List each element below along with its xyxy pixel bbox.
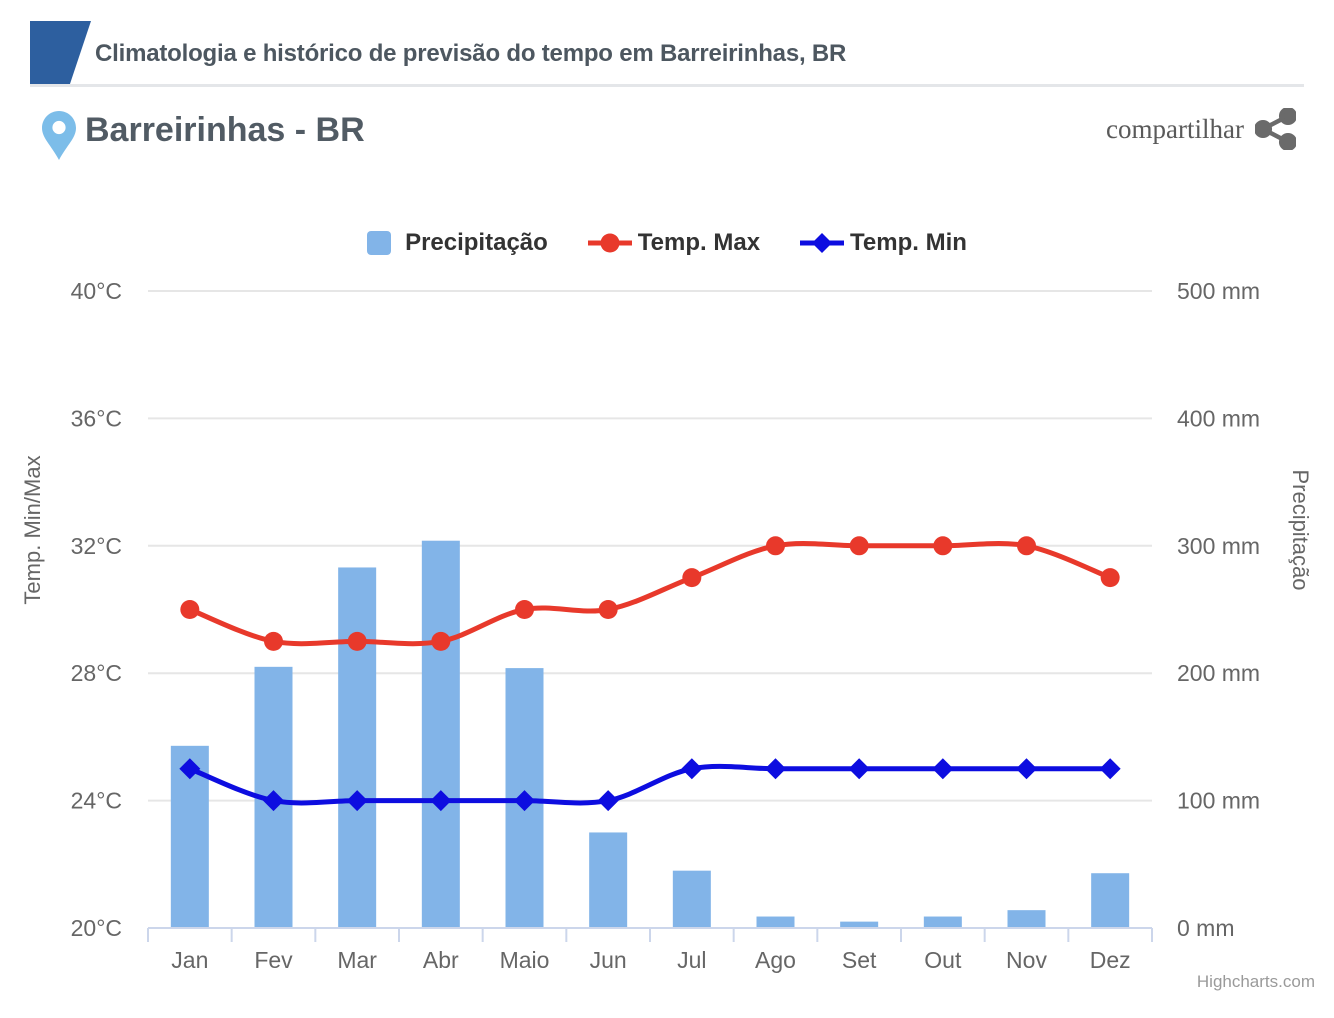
page-title: Climatologia e histórico de previsão do … [95, 39, 847, 67]
temp-min-point-jun[interactable] [597, 790, 619, 812]
month-label-mar: Mar [337, 947, 377, 973]
temp-max-point-maio[interactable] [515, 600, 534, 619]
bar-precipitacao-nov[interactable] [1007, 910, 1046, 928]
y-right-axis-title: Precipitação [1288, 469, 1313, 590]
temp-max-point-abr[interactable] [431, 631, 451, 651]
temp-max-point-out[interactable] [933, 536, 953, 556]
share-button[interactable]: compartilhar [1106, 108, 1296, 150]
month-label-abr: Abr [423, 947, 459, 973]
location-pin-icon [42, 111, 76, 160]
legend-label-temp-max: Temp. Max [637, 229, 761, 256]
bar-precipitacao-mar[interactable] [338, 567, 377, 928]
legend-item-precipitacao[interactable]: Precipitação [367, 229, 548, 257]
month-label-nov: Nov [1006, 947, 1047, 973]
climate-chart: 20°C 24°C 28°C 32°C 36°C 40°C 0 mm 100 mm 200 mm… [20, 278, 1313, 973]
bar-precipitacao-jul[interactable] [672, 870, 711, 928]
month-label-fev: Fev [254, 947, 293, 973]
temp-min-point-ago[interactable] [765, 758, 786, 780]
y-left-label-40: 40°C [71, 278, 122, 304]
month-label-ago: Ago [755, 947, 796, 973]
temp-min-point-abr[interactable] [430, 790, 452, 812]
temp-max-point-dez[interactable] [1100, 568, 1120, 588]
month-label-jan: Jan [171, 947, 208, 973]
legend-marker-temp-max-icon [587, 233, 632, 253]
bar-precipitacao-out[interactable] [923, 916, 962, 928]
y-right-label-0: 0 mm [1177, 915, 1235, 941]
temp-max-line [187, 540, 1113, 647]
y-left-label-36: 36°C [71, 405, 122, 431]
chart-legend: Precipitação Temp. Max Temp. Min [0, 229, 1334, 257]
y-right-label-200: 200 mm [1177, 660, 1260, 686]
y-right-label-300: 300 mm [1177, 533, 1260, 559]
temp-min-point-jul[interactable] [681, 758, 703, 780]
temp-max-point-mar[interactable] [347, 631, 367, 651]
temp-min-point-maio[interactable] [514, 790, 535, 812]
legend-marker-temp-min-icon [800, 233, 845, 253]
bar-precipitacao-abr[interactable] [421, 540, 460, 928]
bar-precipitacao-dez[interactable] [1091, 873, 1130, 928]
share-icon[interactable] [1255, 108, 1296, 150]
temp-min-point-dez[interactable] [1099, 758, 1121, 780]
temp-min-line [187, 763, 1113, 806]
brand-flag [30, 21, 91, 84]
temp-max-point-jun[interactable] [598, 600, 618, 619]
month-label-dez: Dez [1090, 947, 1131, 973]
temp-max-point-jan[interactable] [180, 600, 200, 619]
month-label-set: Set [842, 947, 877, 973]
y-right-label-100: 100 mm [1177, 788, 1260, 814]
y-right-label-400: 400 mm [1177, 405, 1260, 431]
y-right-label-500: 500 mm [1177, 278, 1260, 304]
y-left-label-20: 20°C [71, 915, 122, 941]
page-header: Climatologia e histórico de previsão do … [30, 21, 1304, 87]
bar-precipitacao-ago[interactable] [756, 916, 795, 928]
temp-min-point-jan[interactable] [179, 758, 201, 780]
share-label[interactable]: compartilhar [1106, 113, 1244, 144]
legend-label-temp-min: Temp. Min [850, 229, 967, 256]
temp-max-point-nov[interactable] [1017, 536, 1036, 556]
temp-min-point-nov[interactable] [1016, 758, 1037, 780]
temp-max-point-jul[interactable] [682, 568, 702, 588]
bar-precipitacao-jun[interactable] [589, 832, 628, 928]
month-label-jun: Jun [590, 947, 627, 973]
y-left-label-24: 24°C [71, 788, 122, 814]
legend-item-temp-max[interactable]: Temp. Max [587, 229, 761, 257]
legend-item-temp-min[interactable]: Temp. Min [800, 229, 967, 257]
temp-min-point-fev[interactable] [263, 790, 284, 812]
temp-min-point-mar[interactable] [346, 790, 368, 812]
y-left-axis-title: Temp. Min/Max [20, 455, 45, 604]
temp-min-point-out[interactable] [932, 758, 954, 780]
temp-max-point-ago[interactable] [766, 536, 785, 556]
month-label-jul: Jul [677, 947, 706, 973]
temp-min-point-set[interactable] [848, 758, 870, 780]
temp-max-point-fev[interactable] [264, 631, 283, 651]
month-label-out: Out [924, 947, 962, 973]
y-left-label-32: 32°C [71, 533, 122, 559]
temp-max-point-set[interactable] [849, 536, 869, 556]
bar-precipitacao-set[interactable] [840, 921, 879, 928]
y-left-label-28: 28°C [71, 660, 122, 686]
highcharts-credit[interactable]: Highcharts.com [1196, 972, 1315, 991]
month-label-maio: Maio [500, 947, 550, 973]
legend-swatch-precipitacao [367, 231, 392, 255]
location-title: Barreirinhas - BR [85, 111, 365, 149]
legend-label-precipitacao: Precipitação [405, 229, 548, 256]
